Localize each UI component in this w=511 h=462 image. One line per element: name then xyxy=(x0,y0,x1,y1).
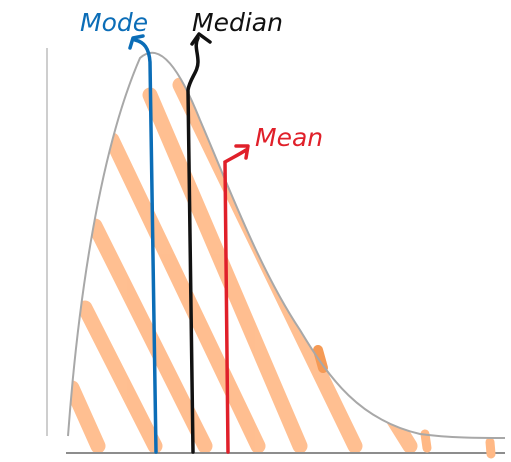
mean-label: Mean xyxy=(255,123,323,152)
mean-line xyxy=(223,148,248,454)
median-line xyxy=(186,36,200,454)
mode-marker xyxy=(128,34,158,454)
hatch-shading xyxy=(68,77,418,452)
mode-line xyxy=(133,38,158,454)
median-label: Median xyxy=(192,8,283,37)
mean-arrowhead xyxy=(234,144,250,160)
mean-marker xyxy=(223,144,250,454)
median-arrowhead xyxy=(190,32,212,46)
mode-label: Mode xyxy=(80,8,148,37)
mode-arrowhead xyxy=(128,34,145,50)
median-marker xyxy=(186,32,212,454)
distribution-curve xyxy=(67,51,506,439)
